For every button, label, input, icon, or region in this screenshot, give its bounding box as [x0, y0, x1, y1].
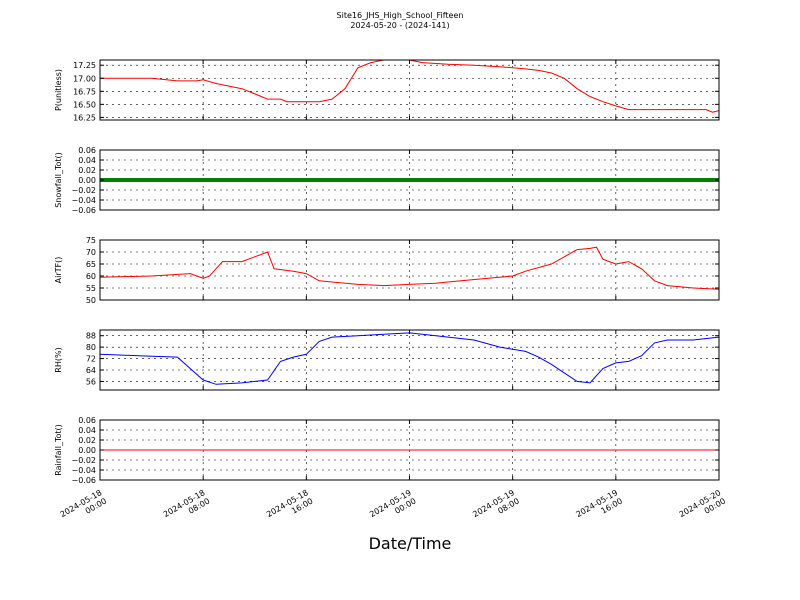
y-tick-label: −0.02 [71, 186, 96, 195]
y-tick-label: 16.75 [73, 87, 96, 96]
series-line [99, 332, 720, 385]
x-tick-label: 2024-05-1908:00 [471, 488, 521, 527]
y-tick-label: −0.06 [71, 206, 96, 215]
y-tick-label: 0.06 [78, 146, 96, 155]
y-tick-label: 0.02 [78, 436, 96, 445]
panel-1: 16.25 16.50 16.75 17.00 17.25 P(unitless) [54, 59, 720, 122]
y-tick-label: −0.02 [71, 456, 96, 465]
y-axis-label: RH(%) [54, 347, 63, 372]
series-line [99, 246, 720, 290]
y-tick-label: 17.00 [73, 74, 96, 83]
y-tick-label: 55 [86, 284, 96, 293]
y-tick-label: −0.04 [71, 466, 96, 475]
x-tick-label: 2024-05-1816:00 [265, 488, 315, 527]
x-tick-label: 2024-05-1900:00 [368, 488, 418, 527]
x-tick-label: 2024-05-1916:00 [574, 488, 624, 527]
y-tick-label: 72 [86, 355, 96, 364]
y-tick-label: 50 [86, 296, 96, 305]
chart-title: Site16_JHS_High_School_Fifteen [336, 11, 464, 20]
x-tick-label: 2024-05-1808:00 [162, 488, 212, 527]
y-tick-label: 70 [86, 248, 96, 257]
x-axis-label: Date/Time [368, 534, 452, 553]
y-tick-label: 17.25 [73, 61, 96, 70]
panel-4: 56 64 72 80 88 RH(%) [54, 329, 720, 391]
y-tick-label: 80 [86, 343, 96, 352]
chart-title-block: Site16_JHS_High_School_Fifteen 2024-05-2… [0, 11, 800, 31]
chart-subtitle: 2024-05-20 - (2024-141) [350, 21, 450, 30]
y-tick-label: 0.00 [78, 176, 96, 185]
y-tick-label: 75 [86, 236, 96, 245]
panel-5: −0.06−0.04−0.020.000.020.040.06 Rainfall_… [54, 416, 720, 485]
y-tick-label: 0.02 [78, 166, 96, 175]
x-tick-label: 2024-05-1800:00 [59, 488, 109, 527]
y-tick-label: −0.06 [71, 476, 96, 485]
y-tick-label: 56 [86, 377, 96, 386]
y-axis-label: Rainfall_Tot() [54, 424, 63, 476]
y-tick-label: 16.25 [73, 113, 96, 122]
y-axis-label: AirTF() [54, 257, 63, 284]
y-tick-label: 0.06 [78, 416, 96, 425]
y-tick-label: −0.04 [71, 196, 96, 205]
y-tick-label: 16.50 [73, 100, 96, 109]
x-tick-label: 2024-05-2000:00 [678, 488, 728, 527]
panel-3: 50 55 60 65 70 75 AirTF() [54, 236, 720, 305]
y-tick-label: 0.00 [78, 446, 96, 455]
panel-2: −0.06−0.04−0.020.000.020.040.06 Snowfall_… [54, 146, 720, 215]
y-tick-label: 64 [86, 366, 96, 375]
y-tick-label: 88 [86, 332, 96, 341]
y-tick-label: 0.04 [78, 426, 96, 435]
y-tick-label: 65 [86, 260, 96, 269]
y-axis-label: Snowfall_Tot() [54, 152, 63, 208]
y-axis-label: P(unitless) [54, 69, 63, 111]
y-tick-label: 60 [86, 272, 96, 281]
y-tick-label: 0.04 [78, 156, 96, 165]
